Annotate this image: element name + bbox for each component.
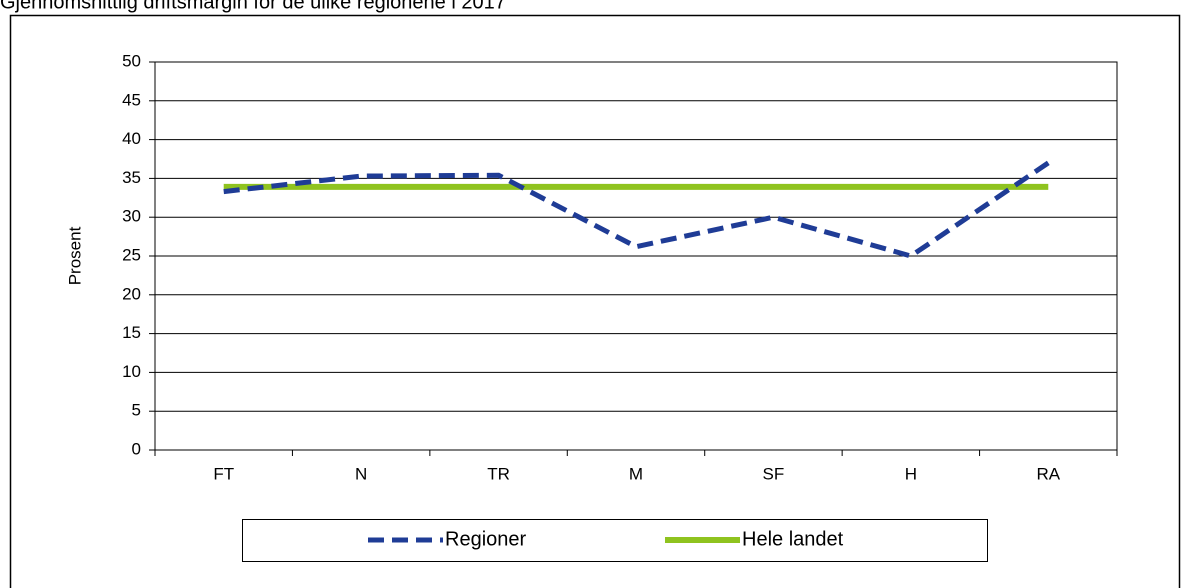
y-tick-label: 15 — [122, 323, 141, 342]
x-tick-label: SF — [763, 464, 785, 483]
legend-box — [242, 519, 988, 562]
y-tick-label: 10 — [122, 362, 141, 381]
chart-title: Gjennomsnittlig driftsmargin for de ulik… — [0, 0, 506, 13]
y-tick-label: 35 — [122, 168, 141, 187]
x-tick-label: H — [905, 464, 917, 483]
x-tick-label: RA — [1036, 464, 1060, 483]
legend-label: Regioner — [445, 528, 527, 550]
y-tick-label: 40 — [122, 129, 141, 148]
y-tick-label: 25 — [122, 245, 141, 264]
y-axis-label: Prosent — [65, 226, 84, 285]
x-tick-label: FT — [213, 464, 234, 483]
y-tick-label: 45 — [122, 90, 141, 109]
x-tick-label: TR — [487, 464, 510, 483]
y-tick-label: 20 — [122, 284, 141, 303]
x-tick-label: M — [629, 464, 643, 483]
chart-frame — [9, 14, 1181, 588]
y-tick-label: 50 — [122, 51, 141, 70]
y-tick-label: 0 — [132, 439, 141, 458]
y-tick-label: 30 — [122, 207, 141, 226]
legend-label: Hele landet — [742, 528, 844, 550]
y-tick-label: 5 — [132, 401, 141, 420]
x-tick-label: N — [355, 464, 367, 483]
